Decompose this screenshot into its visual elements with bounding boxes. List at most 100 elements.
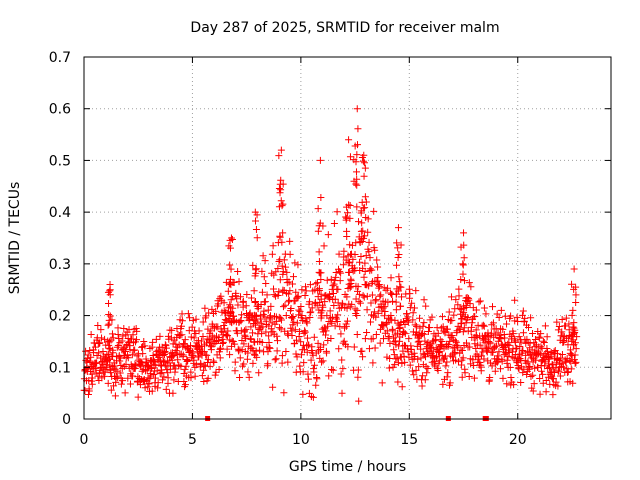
data-point: [352, 180, 360, 188]
data-point: [357, 252, 365, 260]
data-point: [534, 363, 542, 371]
data-point: [219, 338, 227, 346]
data-point: [231, 340, 239, 348]
data-point: [227, 234, 235, 242]
data-point: [342, 213, 350, 221]
data-point: [293, 319, 301, 327]
data-point: [438, 313, 446, 321]
data-point: [279, 229, 287, 237]
data-point: [224, 287, 232, 295]
data-point: [458, 314, 466, 322]
data-point: [397, 241, 405, 249]
data-point: [315, 285, 323, 293]
axis-ticks: 0 0.1 0.2 0.3 0.4 0.5 0.6 0.7 0 5 10 15 20: [49, 50, 611, 448]
data-point: [385, 332, 393, 340]
data-point: [265, 332, 273, 340]
data-point: [428, 313, 436, 321]
data-point: [568, 337, 576, 345]
data-point: [363, 306, 371, 314]
data-point: [394, 378, 402, 386]
data-point: [537, 343, 545, 351]
data-point: [419, 322, 427, 330]
data-point: [269, 383, 277, 391]
data-point: [204, 358, 212, 366]
data-point: [563, 368, 571, 376]
data-point: [439, 380, 447, 388]
data-point: [204, 325, 212, 333]
data-point: [181, 365, 189, 373]
data-point: [275, 324, 283, 332]
data-point: [558, 328, 566, 336]
data-point: [343, 317, 351, 325]
data-point: [139, 376, 147, 384]
data-point: [521, 314, 529, 322]
data-point: [284, 330, 292, 338]
data-point: [277, 186, 285, 194]
data-point: [387, 274, 395, 282]
data-point: [397, 283, 405, 291]
data-point: [542, 388, 550, 396]
data-point: [168, 326, 176, 334]
y-tick-label: 0.6: [49, 102, 71, 118]
data-point: [216, 345, 224, 353]
data-point: [469, 356, 477, 364]
data-point: [273, 317, 281, 325]
y-tick-label: 0.7: [49, 50, 71, 66]
data-point: [346, 202, 354, 210]
data-point: [162, 385, 170, 393]
data-point: [267, 302, 275, 310]
y-axis-label: SRMTID / TECUs: [7, 182, 23, 295]
data-point: [493, 310, 501, 318]
data-point: [309, 393, 317, 401]
data-point: [569, 379, 577, 387]
data-point: [343, 214, 351, 222]
data-point: [128, 335, 136, 343]
data-point: [128, 351, 136, 359]
data-point: [341, 324, 349, 332]
data-point: [339, 365, 347, 373]
data-point: [283, 268, 291, 276]
data-point: [260, 273, 268, 281]
data-point: [302, 287, 310, 295]
data-point: [532, 356, 540, 364]
data-point: [320, 341, 328, 349]
data-point: [92, 369, 100, 377]
data-point: [253, 353, 261, 361]
data-point: [289, 280, 297, 288]
data-point: [394, 359, 402, 367]
y-tick-label: 0.1: [49, 360, 71, 376]
data-point: [353, 331, 361, 339]
data-point: [97, 326, 105, 334]
data-point: [207, 327, 215, 335]
data-point: [259, 323, 267, 331]
data-point: [370, 207, 378, 215]
data-point: [278, 262, 286, 270]
data-point: [505, 348, 513, 356]
data-point: [343, 293, 351, 301]
data-point: [249, 261, 257, 269]
data-point: [406, 361, 414, 369]
data-point: [200, 366, 208, 374]
data-point: [85, 376, 93, 384]
data-point: [276, 276, 284, 284]
data-point: [231, 367, 239, 375]
data-point: [280, 256, 288, 264]
data-point: [552, 378, 560, 386]
data-point: [501, 334, 509, 342]
data-point: [343, 304, 351, 312]
data-point: [557, 354, 565, 362]
data-point: [276, 189, 284, 197]
data-point: [174, 356, 182, 364]
data-point: [282, 312, 290, 320]
data-point: [269, 242, 277, 250]
data-point: [113, 343, 121, 351]
data-point: [304, 375, 312, 383]
data-point: [180, 378, 188, 386]
data-point: [350, 343, 358, 351]
data-point: [394, 254, 402, 262]
data-point: [342, 256, 350, 264]
data-point: [351, 250, 359, 258]
data-point: [408, 367, 416, 375]
data-point: [190, 334, 198, 342]
data-point: [242, 325, 250, 333]
